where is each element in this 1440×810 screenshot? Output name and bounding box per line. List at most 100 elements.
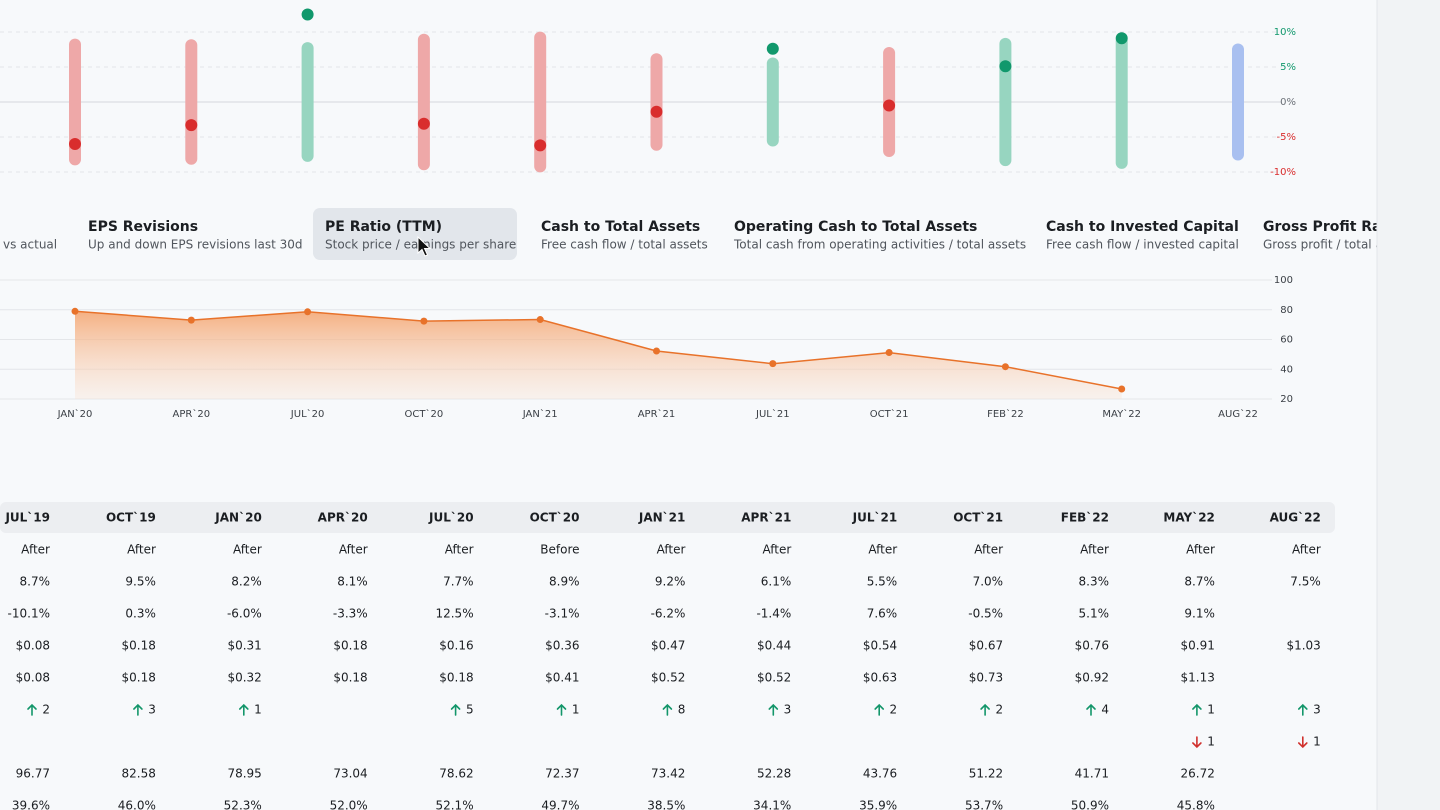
column-header: OCT`19	[106, 511, 156, 525]
up-arrow-icon	[450, 703, 461, 716]
surprise-dot	[301, 8, 314, 21]
up-arrow-icon	[662, 703, 673, 716]
up-arrow-icon	[556, 703, 567, 716]
table-cell: 73.04	[333, 767, 367, 781]
table-cell: 3	[1313, 703, 1321, 717]
pe-area	[75, 311, 1122, 399]
table-cell: 5	[466, 703, 474, 717]
table-cell: 50.9%	[1071, 799, 1109, 810]
table-cell: After	[1080, 543, 1109, 557]
table-cell: 8.3%	[1079, 575, 1110, 589]
table-cell: -3.3%	[333, 607, 368, 621]
y-tick-label: 20	[1280, 394, 1293, 405]
table-cell: 96.77	[16, 767, 50, 781]
table-cell: 26.72	[1181, 767, 1215, 781]
table-cell: 1	[254, 703, 262, 717]
up-arrow-icon	[1192, 703, 1202, 716]
table-cell: $0.73	[969, 671, 1003, 685]
table-cell: -3.1%	[545, 607, 580, 621]
table-cell: After	[762, 543, 791, 557]
table-cell: After	[868, 543, 897, 557]
mouse-cursor	[417, 235, 432, 257]
table-cell: 38.5%	[647, 799, 685, 810]
x-tick-label: APR`21	[638, 408, 676, 420]
table-cell: $0.32	[227, 671, 261, 685]
card-title: EPS Revisions	[88, 219, 198, 235]
table-cell: 34.1%	[753, 799, 791, 810]
table-cell: $0.52	[651, 671, 685, 685]
table-cell: -10.1%	[8, 607, 50, 621]
table-cell: $0.54	[863, 639, 897, 653]
pe-point	[420, 317, 428, 325]
table-cell: 2	[42, 703, 50, 717]
table-cell: -1.4%	[756, 607, 791, 621]
card-subtitle: Free cash flow / total assets	[541, 238, 708, 252]
table-cell: $0.76	[1075, 639, 1109, 653]
surprise-dot	[766, 42, 779, 55]
card-title: Cash to Invested Capital	[1046, 219, 1239, 235]
column-header: AUG`22	[1270, 511, 1321, 525]
table-cell: 46.0%	[118, 799, 156, 810]
card-title: Operating Cash to Total Assets	[734, 219, 977, 235]
table-cell: 8	[678, 703, 686, 717]
pe-point	[536, 316, 544, 324]
table-cell: $1.13	[1181, 671, 1215, 685]
pe-point	[885, 349, 893, 357]
table-cell: 5.1%	[1079, 607, 1110, 621]
table-cell: After	[1292, 543, 1321, 557]
x-tick-label: JUL`20	[290, 408, 325, 420]
table-cell: 9.1%	[1184, 607, 1215, 621]
table-cell: 43.76	[863, 767, 897, 781]
y-tick-label: 60	[1280, 335, 1293, 346]
table-cell: 8.9%	[549, 575, 580, 589]
x-tick-label: JUL`21	[755, 408, 790, 420]
x-tick-label: JAN`21	[522, 408, 558, 420]
pe-point	[187, 316, 195, 324]
table-cell: 35.9%	[859, 799, 897, 810]
table-cell: 52.0%	[330, 799, 368, 810]
table-cell: 9.2%	[655, 575, 686, 589]
column-header: JUL`19	[4, 511, 50, 525]
up-arrow-icon	[1086, 703, 1096, 716]
up-arrow-icon	[27, 703, 37, 716]
table-cell: $0.18	[122, 671, 156, 685]
table-cell: After	[233, 543, 262, 557]
pe-line	[74, 310, 1122, 390]
table-cell: $0.18	[122, 639, 156, 653]
x-tick-label: OCT`21	[870, 408, 909, 420]
column-header: JUL`20	[428, 511, 474, 525]
table-cell: 73.42	[651, 767, 685, 781]
table-cell: -6.0%	[227, 607, 262, 621]
table-cell: $0.18	[439, 671, 473, 685]
table-cell: 72.37	[545, 767, 579, 781]
selected-card[interactable]	[313, 208, 517, 260]
table-cell: $0.41	[545, 671, 579, 685]
main-area: 10% 5% 0% -5% -10% vs actual EPS Revisions Up a…	[0, 8, 1377, 810]
up-arrow-icon	[980, 703, 990, 716]
table-cell: 51.22	[969, 767, 1003, 781]
table-cell: 7.0%	[973, 575, 1004, 589]
table-cell: 45.8%	[1177, 799, 1215, 810]
table-cell: After	[127, 543, 156, 557]
column-header: OCT`20	[530, 511, 580, 525]
table-cell: 2	[995, 703, 1003, 717]
x-tick-label: OCT`20	[405, 408, 444, 420]
table-cell: $0.52	[757, 671, 791, 685]
table-cell: After	[339, 543, 368, 557]
x-tick-label: APR`20	[173, 408, 211, 420]
surprise-dot	[534, 139, 547, 152]
pe-point	[1118, 385, 1126, 393]
column-header: APR`21	[741, 511, 791, 525]
table-cell: Before	[540, 543, 579, 557]
down-arrow-icon	[1192, 736, 1202, 749]
table-cell: 82.58	[122, 767, 156, 781]
y-tick-label: 80	[1280, 305, 1293, 316]
table-cell: 8.2%	[231, 575, 262, 589]
table-cell: 52.3%	[224, 799, 262, 810]
x-tick-label: JAN`20	[57, 408, 93, 420]
column-header: JAN`21	[638, 511, 686, 525]
x-tick-label: FEB`22	[987, 408, 1024, 420]
pe-point	[653, 347, 660, 355]
column-header: APR`20	[318, 511, 368, 525]
